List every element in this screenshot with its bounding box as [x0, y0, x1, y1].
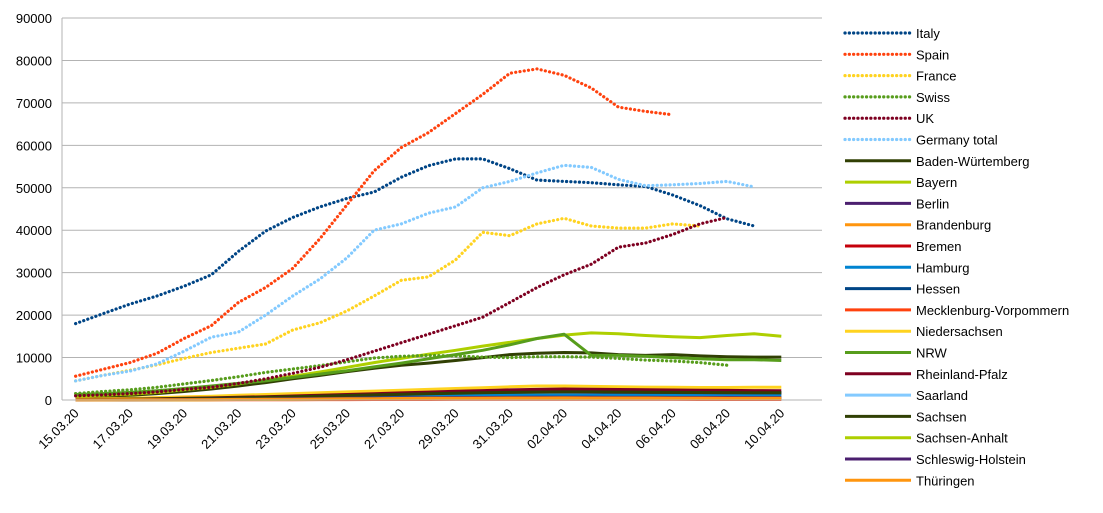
y-tick-label: 90000	[16, 11, 52, 26]
x-tick-label: 10.04.20	[741, 406, 787, 452]
legend-label: Berlin	[916, 196, 949, 211]
legend-label: NRW	[916, 346, 948, 361]
legend-label: Mecklenburg-Vorpommern	[916, 303, 1069, 318]
legend-label: Swiss	[916, 90, 950, 105]
legend-label: Sachsen-Anhalt	[916, 431, 1008, 446]
series-line-baden-w-rtemberg	[75, 351, 782, 399]
x-tick-label: 06.04.20	[632, 406, 678, 452]
legend-label: Saarland	[916, 388, 968, 403]
x-tick-label: 08.04.20	[687, 406, 733, 452]
legend-label: Brandenburg	[916, 218, 991, 233]
legend-label: Sachsen	[916, 409, 967, 424]
x-tick-label: 25.03.20	[307, 406, 353, 452]
series-line-germany-total	[73, 163, 756, 383]
legend: Italy Spain France Swiss UK Germany total Bade…	[843, 26, 1069, 488]
legend-label: Bremen	[916, 239, 962, 254]
y-tick-label: 0	[45, 393, 52, 408]
series-line-france	[73, 216, 702, 383]
x-tick-label: 21.03.20	[198, 406, 244, 452]
legend-label: UK	[916, 111, 934, 126]
x-tick-label: 02.04.20	[524, 406, 570, 452]
y-tick-label: 30000	[16, 266, 52, 281]
y-tick-label: 80000	[16, 53, 52, 68]
axes	[61, 18, 822, 401]
y-tick-label: 50000	[16, 181, 52, 196]
series-line-spain	[73, 67, 675, 378]
legend-label: France	[916, 69, 956, 84]
legend-label: Schleswig-Holstein	[916, 452, 1026, 467]
x-tick-label: 17.03.20	[90, 406, 136, 452]
series-lines	[73, 67, 782, 402]
legend-label: Spain	[916, 47, 949, 62]
x-tick-label: 23.03.20	[252, 406, 298, 452]
x-tick-label: 31.03.20	[470, 406, 516, 452]
y-tick-label: 60000	[16, 138, 52, 153]
series-line-italy	[73, 157, 756, 326]
legend-label: Bayern	[916, 175, 957, 190]
x-tick-label: 19.03.20	[144, 406, 190, 452]
x-tick-label: 15.03.20	[35, 406, 81, 452]
y-tick-label: 20000	[16, 308, 52, 323]
x-tick-label: 04.04.20	[578, 406, 624, 452]
series-line-nrw	[75, 332, 782, 396]
x-tick-label: 29.03.20	[415, 406, 461, 452]
x-tick-label: 27.03.20	[361, 406, 407, 452]
series-line-uk	[73, 215, 729, 398]
y-tick-label: 40000	[16, 223, 52, 238]
legend-label: Italy	[916, 26, 940, 41]
y-tick-label: 10000	[16, 351, 52, 366]
legend-label: Thüringen	[916, 473, 975, 488]
legend-label: Hamburg	[916, 260, 969, 275]
legend-label: Rheinland-Pfalz	[916, 367, 1008, 382]
legend-label: Baden-Würtemberg	[916, 154, 1029, 169]
legend-label: Hessen	[916, 282, 960, 297]
legend-label: Niedersachsen	[916, 324, 1003, 339]
x-axis-ticks: 15.03.20 17.03.20 19.03.20 21.03.20 23.03.20…	[35, 406, 787, 452]
y-tick-label: 70000	[16, 96, 52, 111]
series-line-swiss	[73, 353, 729, 396]
legend-label: Germany total	[916, 133, 998, 148]
y-axis-ticks: 0 10000 20000 30000 40000 50000 60000 70000 8000…	[16, 11, 52, 408]
